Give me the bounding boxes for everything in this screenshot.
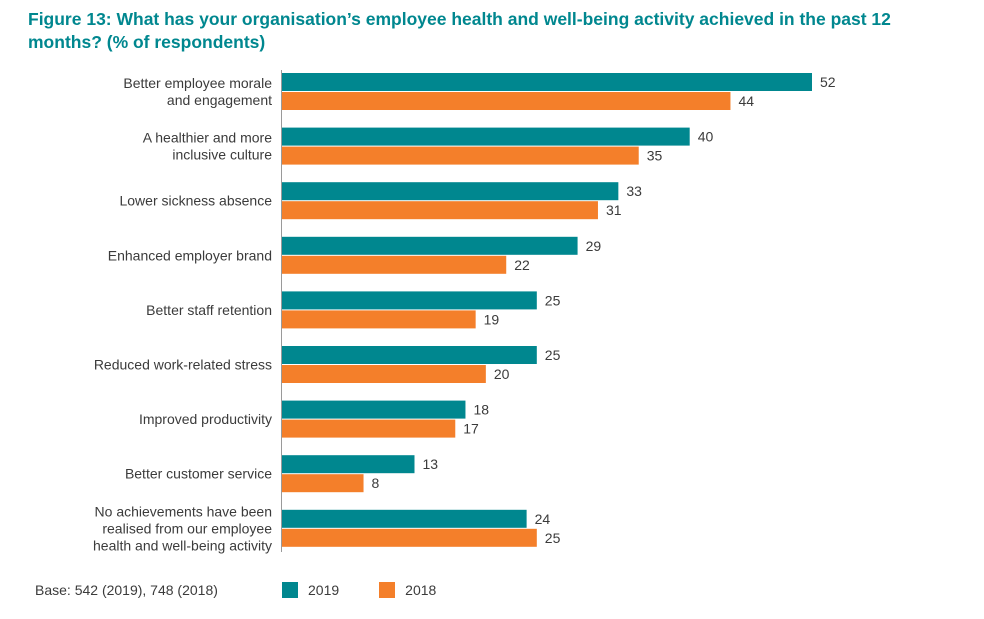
data-label-2018: 25 [545, 530, 561, 546]
bar-2019 [282, 73, 812, 91]
bar-2018 [282, 310, 476, 329]
category-label: Better customer service [125, 466, 272, 482]
data-label-2019: 18 [473, 402, 489, 418]
data-label-2019: 40 [698, 129, 714, 145]
bar-2018 [282, 146, 639, 165]
bar-2019 [282, 509, 527, 528]
legend-item-2019: 2019 [282, 582, 339, 598]
data-label-2019: 33 [626, 183, 642, 199]
category-label: Better staff retention [146, 302, 272, 318]
category-label-line: health and well-being activity [93, 537, 272, 553]
category-label-line: Reduced work-related stress [94, 357, 272, 373]
legend-swatch-2019 [282, 582, 298, 598]
bar-2019 [282, 182, 619, 201]
bar-2018 [282, 365, 486, 383]
data-label-2018: 8 [372, 475, 380, 491]
bar-2019 [282, 127, 690, 146]
category-label: A healthier and more inclusive culture [143, 130, 272, 163]
legend-label-2018: 2018 [405, 582, 437, 598]
category-label-line: and engagement [167, 92, 272, 108]
bar-2019 [282, 346, 537, 364]
data-label-2019: 24 [535, 511, 551, 527]
category-label: Improved productivity [139, 411, 272, 427]
category-label-line: A healthier and more [143, 130, 272, 146]
data-label-2019: 29 [586, 238, 602, 254]
data-label-2019: 25 [545, 347, 561, 363]
bar-2018 [282, 92, 731, 110]
base-note: Base: 542 (2019), 748 (2018) [35, 582, 218, 598]
category-label: Enhanced employer brand [108, 247, 272, 263]
legend: 2019 2018 [282, 582, 476, 598]
data-label-2018: 22 [514, 257, 530, 273]
bar-2018 [282, 419, 456, 438]
category-label: Better employee morale and engagement [123, 75, 272, 108]
category-label: No achievements have been realised from o… [93, 503, 272, 553]
category-label-line: Better staff retention [146, 302, 272, 318]
bar-2019 [282, 400, 466, 419]
bar-2019 [282, 236, 578, 255]
bar-2018 [282, 255, 507, 274]
bar-2019 [282, 291, 537, 310]
category-label-line: Better employee morale [123, 75, 272, 91]
bar-2018 [282, 474, 364, 493]
bar-2018 [282, 201, 598, 220]
legend-item-2018: 2018 [379, 582, 436, 598]
category-label-line: No achievements have been [95, 503, 272, 519]
legend-label-2019: 2019 [308, 582, 340, 598]
bar-2018 [282, 528, 537, 547]
category-label-line: Improved productivity [139, 411, 272, 427]
category-label-line: Better customer service [125, 466, 272, 482]
data-label-2018: 44 [738, 93, 754, 109]
data-label-2018: 35 [647, 148, 663, 164]
data-label-2019: 52 [820, 74, 836, 90]
data-label-2019: 25 [545, 292, 561, 308]
category-label: Reduced work-related stress [94, 357, 272, 373]
category-label-line: Lower sickness absence [119, 193, 272, 209]
category-label-line: inclusive culture [172, 147, 272, 163]
chart-title: Figure 13: What has your organisation’s … [28, 9, 891, 52]
data-label-2019: 13 [423, 456, 439, 472]
category-label: Lower sickness absence [119, 193, 272, 209]
data-label-2018: 17 [463, 421, 479, 437]
bar-2019 [282, 455, 415, 474]
legend-swatch-2018 [379, 582, 396, 598]
category-label-line: realised from our employee [102, 520, 272, 536]
category-label-line: Enhanced employer brand [108, 247, 272, 263]
data-label-2018: 31 [606, 202, 622, 218]
data-label-2018: 20 [494, 366, 510, 382]
data-label-2018: 19 [484, 311, 500, 327]
